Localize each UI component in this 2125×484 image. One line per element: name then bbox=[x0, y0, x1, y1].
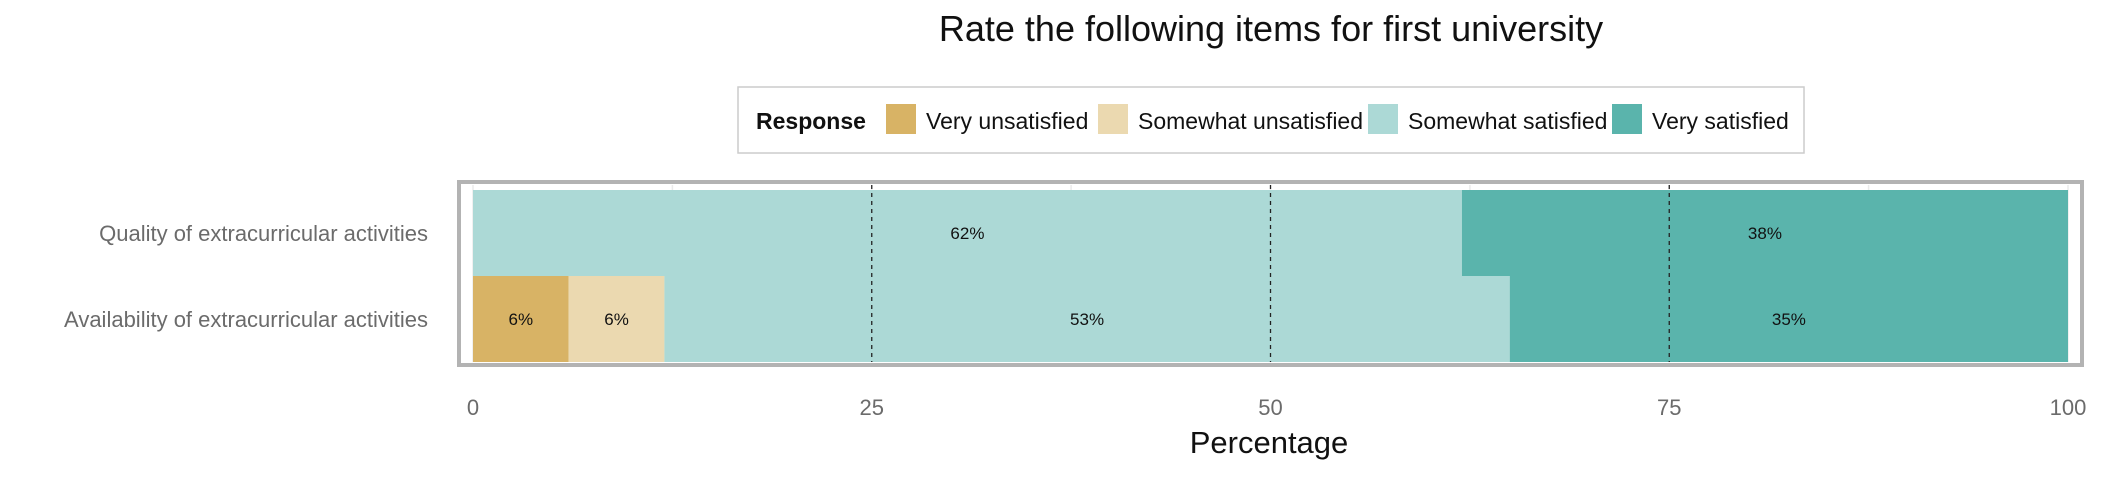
bar-segment-very-satisfied bbox=[1509, 276, 2068, 362]
bar-segment-very-unsatisfied bbox=[473, 276, 569, 362]
chart-title: Rate the following items for first unive… bbox=[939, 8, 1603, 49]
legend-swatch-very-unsatisfied bbox=[886, 104, 916, 134]
legend-swatch-somewhat-satisfied bbox=[1368, 104, 1398, 134]
x-tick-label: 25 bbox=[860, 395, 884, 420]
x-tick-label: 75 bbox=[1657, 395, 1681, 420]
x-tick-label: 50 bbox=[1258, 395, 1282, 420]
data-label: 62% bbox=[950, 224, 984, 243]
data-label: 6% bbox=[604, 310, 629, 329]
category-label: Quality of extracurricular activities bbox=[99, 221, 428, 246]
x-tick-label: 100 bbox=[2050, 395, 2087, 420]
category-label: Availability of extracurricular activiti… bbox=[64, 307, 428, 332]
legend-title: Response bbox=[756, 108, 866, 134]
bar-segment-somewhat-unsatisfied bbox=[568, 276, 665, 362]
plot-frame bbox=[457, 180, 2084, 367]
data-label: 38% bbox=[1748, 224, 1782, 243]
data-label: 6% bbox=[509, 310, 534, 329]
bar-segment-somewhat-satisfied bbox=[473, 190, 1462, 276]
legend-swatch-somewhat-unsatisfied bbox=[1098, 104, 1128, 134]
legend: Response Very unsatisfied Somewhat unsati… bbox=[737, 86, 1805, 154]
legend-label-somewhat-unsatisfied: Somewhat unsatisfied bbox=[1138, 108, 1363, 134]
legend-label-very-satisfied: Very satisfied bbox=[1652, 108, 1789, 134]
x-axis-label: Percentage bbox=[1190, 425, 1349, 460]
bar-segment-very-satisfied bbox=[1461, 190, 2068, 276]
x-tick-label: 0 bbox=[467, 395, 479, 420]
legend-label-somewhat-satisfied: Somewhat satisfied bbox=[1408, 108, 1607, 134]
data-label: 53% bbox=[1070, 310, 1104, 329]
plot-area: 62% 38% 6% 6% 53% 35% bbox=[457, 180, 2084, 367]
legend-swatch-very-satisfied bbox=[1612, 104, 1642, 134]
data-label: 35% bbox=[1772, 310, 1806, 329]
legend-label-very-unsatisfied: Very unsatisfied bbox=[926, 108, 1088, 134]
bar-segment-somewhat-satisfied bbox=[664, 276, 1510, 362]
